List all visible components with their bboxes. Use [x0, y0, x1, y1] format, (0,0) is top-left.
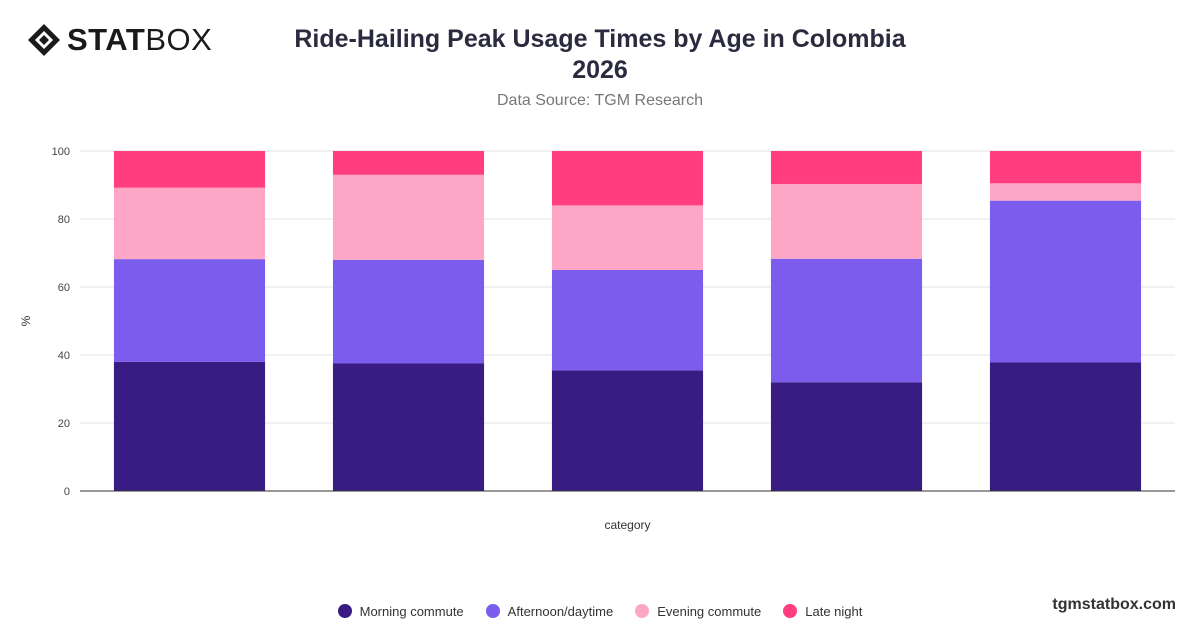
bar-segment: [332, 259, 485, 364]
bar-segment: [770, 151, 923, 184]
bar-segment: [113, 361, 266, 491]
x-axis-title: category: [604, 518, 650, 532]
bar-segment: [770, 183, 923, 259]
legend-item[interactable]: Late night: [783, 601, 862, 621]
bar-segment: [113, 187, 266, 260]
bar-segment: [989, 183, 1142, 201]
y-axis-title: %: [19, 315, 33, 326]
bar-stacks: [113, 151, 1142, 491]
bar-segment: [770, 258, 923, 383]
y-tick-label: 20: [58, 418, 70, 430]
y-tick-label: 0: [64, 486, 70, 498]
legend-label: Afternoon/daytime: [507, 603, 614, 619]
legend-label: Late night: [805, 603, 863, 619]
bar-segment: [989, 200, 1142, 363]
bar-segment: [332, 174, 485, 260]
bar-segment: [332, 363, 485, 491]
bar-segment: [551, 205, 704, 270]
watermark: tgmstatbox.com: [1052, 596, 1176, 613]
chart-subtitle: Data Source: TGM Research: [496, 92, 703, 109]
bar-segment: [551, 270, 704, 371]
legend-swatch-icon: [337, 604, 352, 618]
legend-label: Morning commute: [359, 603, 464, 619]
y-axis-ticks: 0 20 40 60 80 100: [52, 146, 70, 498]
legend-item[interactable]: Afternoon/daytime: [485, 601, 614, 621]
brand-logo: STATBOX: [26, 22, 212, 58]
legend-item[interactable]: Morning commute: [337, 601, 464, 621]
bar-segment: [551, 370, 704, 491]
statbox-diamond-icon: [28, 24, 60, 56]
bar-segment: [989, 151, 1142, 184]
legend-item[interactable]: Evening commute: [635, 601, 761, 621]
bar-segment: [770, 382, 923, 491]
bar-segment: [113, 259, 266, 362]
chart-legend: Morning commute Afternoon/daytime Evening …: [290, 601, 910, 621]
y-tick-label: 60: [58, 282, 70, 294]
legend-swatch-icon: [635, 604, 650, 618]
legend-swatch-icon: [783, 604, 798, 618]
bar-segment: [989, 362, 1142, 491]
legend-swatch-icon: [485, 604, 500, 618]
y-tick-label: 40: [58, 350, 70, 362]
logo-wordmark: STATBOX: [67, 22, 212, 58]
y-tick-label: 100: [52, 146, 70, 158]
bar-segment: [113, 151, 266, 188]
chart-title: Ride-Hailing Peak Usage Times by Age in …: [294, 25, 906, 84]
logo-wordmark-light: BOX: [145, 22, 213, 57]
legend-label: Evening commute: [657, 603, 762, 619]
bar-segment: [332, 151, 485, 175]
logo-wordmark-bold: STAT: [67, 22, 146, 57]
bar-segment: [551, 151, 704, 206]
y-tick-label: 80: [58, 214, 70, 226]
